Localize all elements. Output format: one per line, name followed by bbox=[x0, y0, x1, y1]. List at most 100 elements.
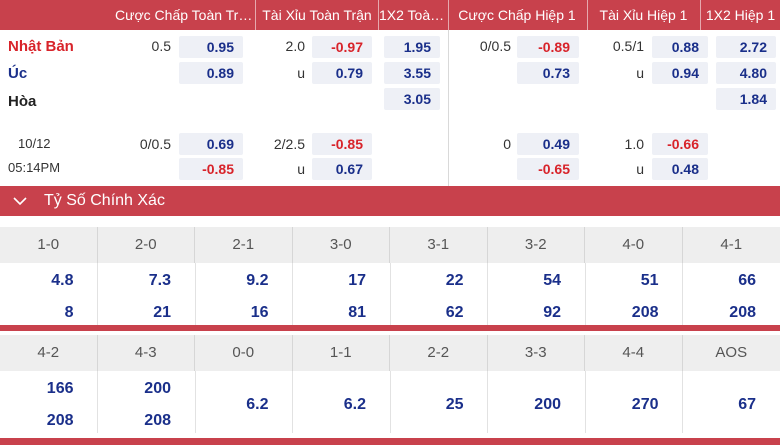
odds-button[interactable]: 0.69 bbox=[179, 133, 243, 155]
header-divider bbox=[378, 0, 379, 30]
score-label: 3-3 bbox=[488, 335, 585, 371]
score-label: 4-4 bbox=[585, 335, 683, 371]
score-odds[interactable]: 9.2 bbox=[246, 272, 269, 289]
cell-divider bbox=[292, 263, 293, 325]
score-odds[interactable]: 270 bbox=[631, 396, 659, 413]
odds-button[interactable]: -0.97 bbox=[312, 36, 372, 58]
score-odds[interactable]: 92 bbox=[543, 304, 561, 321]
half-divider bbox=[448, 30, 449, 186]
odds-button[interactable]: 0.89 bbox=[179, 62, 243, 84]
header-divider bbox=[587, 0, 588, 30]
section-title: Tỷ Số Chính Xác bbox=[44, 192, 165, 209]
odds-button[interactable]: 0.79 bbox=[312, 62, 372, 84]
score-odds[interactable]: 66 bbox=[738, 272, 756, 289]
score-label: AOS bbox=[715, 344, 748, 361]
ou-line: 1.0 bbox=[624, 136, 644, 152]
chevron-down-icon[interactable] bbox=[8, 189, 32, 213]
odds-button[interactable]: 4.80 bbox=[716, 62, 776, 84]
score-label: 4-0 bbox=[585, 227, 683, 263]
cell-divider bbox=[585, 263, 586, 325]
score-label: 2-2 bbox=[390, 335, 488, 371]
handicap-line: 0 bbox=[503, 136, 511, 152]
odds-button[interactable]: 0.73 bbox=[517, 62, 579, 84]
score-odds[interactable]: 16 bbox=[250, 304, 269, 321]
score-odds[interactable]: 7.3 bbox=[148, 272, 171, 289]
ou-line: 2/2.5 bbox=[273, 136, 305, 152]
odds-button[interactable]: -0.85 bbox=[312, 133, 372, 155]
score-odds[interactable]: 67 bbox=[738, 396, 756, 413]
score-odds[interactable]: 54 bbox=[543, 272, 561, 289]
handicap-line: 0/0.5 bbox=[139, 136, 171, 152]
cell-divider bbox=[195, 263, 196, 325]
score-odds[interactable]: 25 bbox=[445, 396, 464, 413]
score-label: 4-1 bbox=[720, 236, 743, 253]
col-1x2-h1: 1X2 Hiệp 1 bbox=[705, 7, 776, 23]
score-odds[interactable]: 208 bbox=[144, 412, 171, 429]
cell-divider bbox=[487, 263, 488, 325]
score-odds[interactable]: 81 bbox=[348, 304, 366, 321]
odds-button[interactable]: 1.84 bbox=[716, 88, 776, 110]
odds-button[interactable]: 0.88 bbox=[652, 36, 708, 58]
score-label: 0-0 bbox=[195, 335, 293, 371]
odds-button[interactable]: 1.95 bbox=[384, 36, 440, 58]
header-divider bbox=[448, 0, 449, 30]
score-odds[interactable]: 6.2 bbox=[343, 396, 366, 413]
odds-button[interactable]: -0.65 bbox=[517, 158, 579, 180]
handicap-line: 0/0.5 bbox=[479, 38, 511, 54]
odds-button[interactable]: 0.49 bbox=[517, 133, 579, 155]
score-label: 3-0 bbox=[293, 227, 390, 263]
col-1x2-full: 1X2 Toàn Trận bbox=[379, 7, 447, 23]
odds-button[interactable]: 2.72 bbox=[716, 36, 776, 58]
score-odds[interactable]: 17 bbox=[348, 272, 366, 289]
cell-divider bbox=[97, 263, 98, 325]
cell-divider bbox=[195, 371, 196, 433]
cell-divider bbox=[292, 371, 293, 433]
cell-divider bbox=[585, 371, 586, 433]
cell-divider bbox=[682, 371, 683, 433]
odds-button[interactable]: 0.48 bbox=[652, 158, 708, 180]
odds-button[interactable]: 3.55 bbox=[384, 62, 440, 84]
odds-button[interactable]: -0.89 bbox=[517, 36, 579, 58]
score-label: 1-0 bbox=[0, 227, 98, 263]
score-odds[interactable]: 200 bbox=[144, 380, 171, 397]
score-label: 2-0 bbox=[98, 227, 195, 263]
col-handicap-h1: Cược Chấp Hiệp 1 bbox=[458, 7, 576, 23]
under-label: u bbox=[636, 65, 644, 81]
score-odds[interactable]: 200 bbox=[534, 396, 561, 413]
score-header-row: 1-0 2-0 2-1 3-0 3-1 3-2 4-0 4-1 bbox=[0, 227, 780, 263]
header-divider bbox=[255, 0, 256, 30]
odds-button[interactable]: 0.67 bbox=[312, 158, 372, 180]
score-odds[interactable]: 22 bbox=[445, 272, 464, 289]
col-handicap-full: Cược Chấp Toàn Trận bbox=[115, 7, 253, 23]
ou-line: 2.0 bbox=[285, 38, 305, 54]
score-label: 2-1 bbox=[195, 227, 293, 263]
score-odds[interactable]: 51 bbox=[640, 272, 659, 289]
correct-score-bar[interactable]: Tỷ Số Chính Xác bbox=[0, 186, 780, 216]
odds-button[interactable]: 3.05 bbox=[384, 88, 440, 110]
col-ou-full: Tài Xỉu Toàn Trận bbox=[262, 7, 372, 23]
odds-button[interactable]: 0.94 bbox=[652, 62, 708, 84]
score-odds[interactable]: 208 bbox=[46, 412, 74, 429]
score-odds[interactable]: 208 bbox=[729, 304, 756, 321]
cell-divider bbox=[390, 371, 391, 433]
odds-button[interactable]: 0.95 bbox=[179, 36, 243, 58]
header-divider bbox=[700, 0, 701, 30]
odds-button[interactable]: -0.85 bbox=[179, 158, 243, 180]
odds-header: Cược Chấp Toàn Trận Tài Xỉu Toàn Trận 1X… bbox=[0, 0, 780, 30]
score-odds[interactable]: 208 bbox=[631, 304, 659, 321]
cell-divider bbox=[390, 263, 391, 325]
match-date: 10/12 bbox=[18, 136, 51, 151]
score-label: 4-2 bbox=[0, 335, 98, 371]
team-away: Úc bbox=[8, 65, 28, 82]
score-odds[interactable]: 62 bbox=[445, 304, 464, 321]
score-odds[interactable]: 8 bbox=[64, 304, 74, 321]
odds-button[interactable]: -0.66 bbox=[652, 133, 708, 155]
under-label: u bbox=[297, 65, 305, 81]
score-odds[interactable]: 166 bbox=[46, 380, 74, 397]
cell-divider bbox=[487, 371, 488, 433]
grid-divider bbox=[0, 325, 780, 331]
score-odds[interactable]: 4.8 bbox=[51, 272, 74, 289]
score-odds[interactable]: 6.2 bbox=[246, 396, 269, 413]
team-draw: Hòa bbox=[8, 93, 37, 110]
score-odds[interactable]: 21 bbox=[153, 304, 171, 321]
